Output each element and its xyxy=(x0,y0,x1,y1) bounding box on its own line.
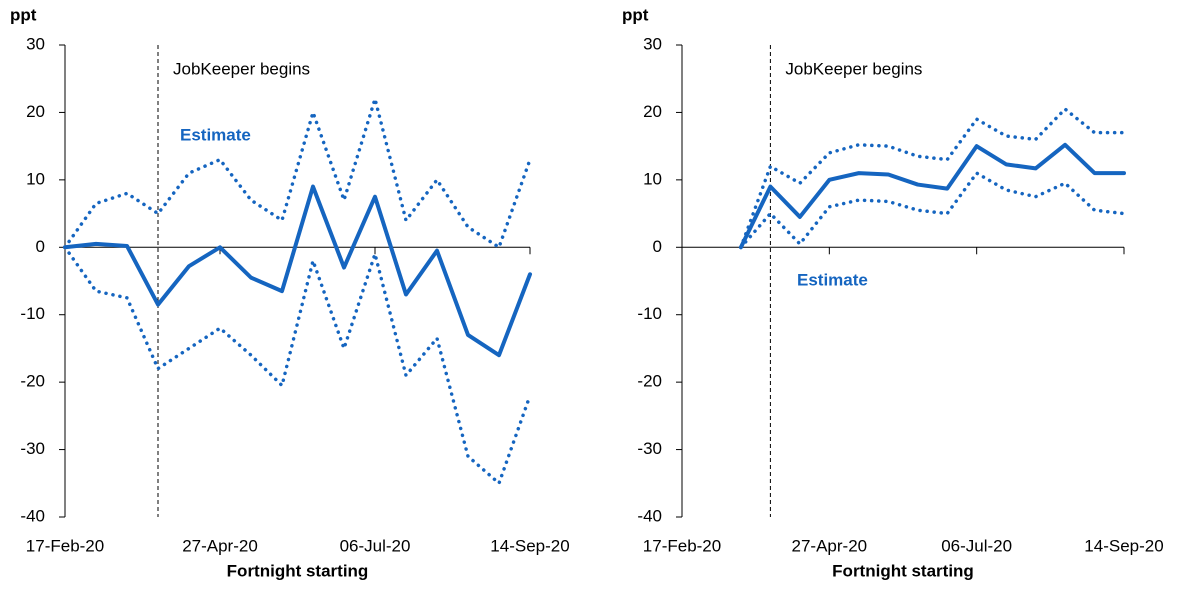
x-tick-label: 27-Apr-20 xyxy=(792,536,868,555)
series-line xyxy=(63,97,532,250)
series-label: Estimate xyxy=(180,125,251,144)
x-tick-label: 14-Sep-20 xyxy=(490,536,569,555)
y-tick-label: 30 xyxy=(643,34,662,53)
series-line xyxy=(63,184,532,358)
series-label: Estimate xyxy=(797,270,868,289)
y-tick-label: 30 xyxy=(26,34,45,53)
x-tick-label: 17-Feb-20 xyxy=(26,536,104,555)
y-tick-label: -40 xyxy=(637,506,662,525)
y-tick-label: -10 xyxy=(20,304,45,323)
y-tick-label: 20 xyxy=(643,102,662,121)
y-tick-label: -20 xyxy=(637,372,662,391)
series-line xyxy=(738,142,1126,250)
annotation: JobKeeper begins xyxy=(785,59,922,78)
x-tick-label: 06-Jul-20 xyxy=(941,536,1012,555)
y-tick-label: -40 xyxy=(20,506,45,525)
x-tick-label: 17-Feb-20 xyxy=(643,536,721,555)
x-tick-label: 06-Jul-20 xyxy=(340,536,411,555)
y-axis-title: ppt xyxy=(622,5,649,24)
y-tick-label: 0 xyxy=(36,237,45,256)
x-axis-title: Fortnight starting xyxy=(227,561,369,580)
x-tick-label: 14-Sep-20 xyxy=(1084,536,1163,555)
x-tick-label: 27-Apr-20 xyxy=(182,536,258,555)
y-tick-label: -30 xyxy=(20,439,45,458)
y-tick-label: -10 xyxy=(637,304,662,323)
y-tick-label: -20 xyxy=(20,372,45,391)
y-tick-label: 0 xyxy=(653,237,662,256)
y-tick-label: 10 xyxy=(643,169,662,188)
series-line xyxy=(739,107,1126,250)
y-tick-label: 10 xyxy=(26,169,45,188)
y-tick-label: -30 xyxy=(637,439,662,458)
annotation: JobKeeper begins xyxy=(173,59,310,78)
series-line xyxy=(739,171,1126,250)
y-axis-title: ppt xyxy=(10,5,37,24)
series-line xyxy=(63,245,532,486)
x-axis-title: Fortnight starting xyxy=(832,561,974,580)
y-tick-label: 20 xyxy=(26,102,45,121)
